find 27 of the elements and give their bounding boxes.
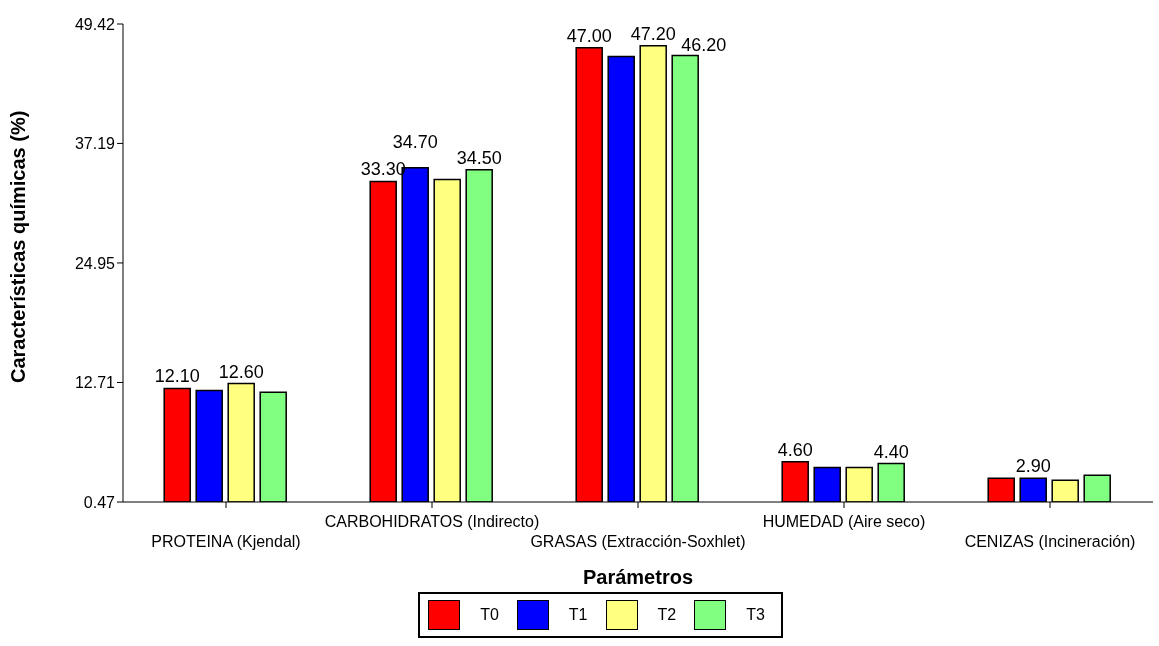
data-label: 4.40 <box>873 441 909 462</box>
x-tick-label: HUMEDAD (Aire seco) <box>762 513 926 530</box>
legend-label: T2 <box>657 606 677 624</box>
data-label: 33.30 <box>360 159 406 180</box>
data-label: 47.20 <box>630 23 676 44</box>
data-label: 2.90 <box>1015 456 1051 477</box>
data-label: 47.00 <box>566 25 612 46</box>
data-label: 12.10 <box>154 366 200 387</box>
legend-label: T0 <box>480 606 499 624</box>
y-tick-label: 37.19 <box>74 135 116 153</box>
y-axis-title: Características químicas (%) <box>7 110 30 383</box>
data-label: 4.60 <box>777 439 813 460</box>
x-tick-label: CENIZAS (Incineración) <box>964 533 1136 550</box>
x-tick-label: GRASAS (Extracción-Soxhlet) <box>530 533 746 550</box>
x-axis-title: Parámetros <box>582 566 694 588</box>
legend-label: T3 <box>746 606 765 624</box>
data-label: 46.20 <box>681 35 727 56</box>
x-tick-label: PROTEINA (Kjendal) <box>151 533 301 550</box>
x-tick-label: CARBOHIDRATOS (Indirecto) <box>324 513 540 530</box>
data-label: 34.50 <box>456 147 502 168</box>
data-label: 34.70 <box>392 131 438 152</box>
legend-label: T1 <box>568 606 588 624</box>
y-tick-label: 24.95 <box>74 254 116 272</box>
y-tick-label: 0.47 <box>83 493 116 511</box>
data-label: 12.60 <box>218 361 264 382</box>
y-tick-label: 12.71 <box>74 374 116 392</box>
y-tick-label: 49.42 <box>74 15 116 33</box>
